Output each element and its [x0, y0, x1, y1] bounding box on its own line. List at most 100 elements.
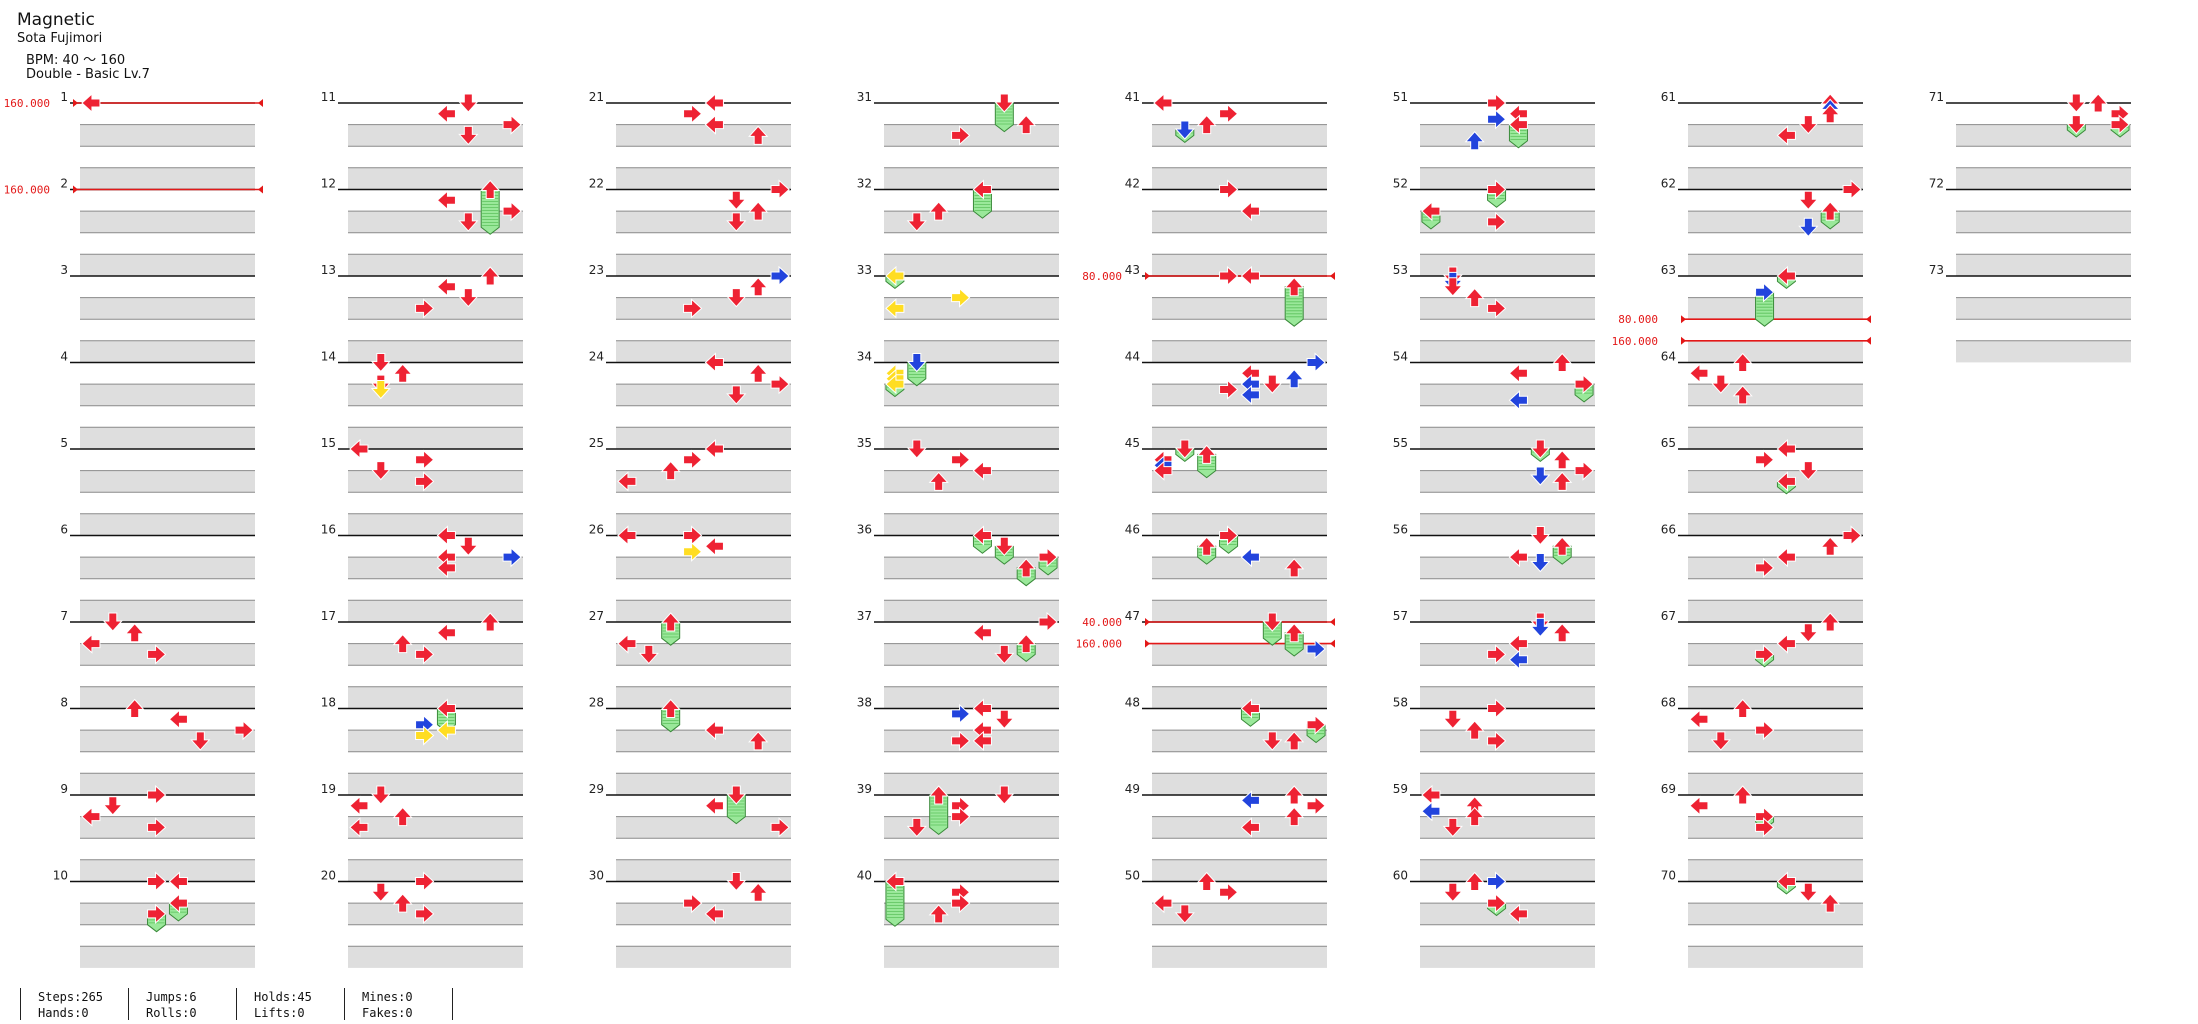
- stat-holds-lifts: Holds:45 Lifts:0: [254, 989, 312, 1021]
- beat-band: [1420, 643, 1595, 666]
- red-arrow-note: [972, 622, 992, 643]
- red-arrow-note: [1038, 611, 1058, 633]
- beat-band: [884, 513, 1059, 536]
- blue-arrow-note: [906, 353, 927, 373]
- beat-band: [80, 859, 255, 882]
- red-arrow-note: [928, 904, 949, 924]
- measure-number: 8: [60, 696, 68, 710]
- beat-band: [1956, 124, 2131, 147]
- red-arrow-note: [704, 536, 724, 557]
- red-arrow-note: [436, 698, 456, 719]
- red-arrow-note: [1689, 709, 1709, 730]
- measure-number: 36: [857, 523, 872, 537]
- red-arrow-note: [1820, 201, 1841, 221]
- beat-band: [348, 730, 523, 752]
- beat-band: [616, 816, 791, 839]
- red-arrow-note: [994, 644, 1015, 665]
- blue-arrow-note: [1530, 466, 1551, 486]
- red-arrow-note: [2066, 93, 2087, 113]
- beat-band: [1420, 384, 1595, 406]
- measure-number: 10: [53, 869, 68, 883]
- red-arrow-note: [1820, 612, 1841, 632]
- beat-band: [1152, 903, 1327, 925]
- red-arrow-note: [1798, 190, 1819, 211]
- beat-band: [1688, 643, 1863, 666]
- beat-band: [884, 946, 1059, 968]
- measure-number: 59: [1393, 782, 1408, 796]
- red-arrow-note: [1464, 720, 1485, 740]
- measure-number: 16: [321, 523, 336, 537]
- beat-band: [80, 340, 255, 363]
- red-arrow-note: [436, 525, 456, 546]
- red-arrow-note: [951, 125, 971, 146]
- beat-band: [1420, 557, 1595, 579]
- beat-band: [1152, 730, 1327, 752]
- beat-band: [1420, 773, 1595, 795]
- beat-band: [884, 903, 1059, 925]
- bpm-change-marker: [73, 185, 78, 194]
- beat-band: [1152, 816, 1327, 839]
- red-arrow-note: [415, 903, 435, 925]
- measure-number: 70: [1661, 869, 1676, 883]
- measure-number: 12: [321, 177, 336, 191]
- beat-band: [1688, 513, 1863, 536]
- beat-band: [80, 427, 255, 449]
- song-artist: Sota Fujimori: [17, 31, 103, 46]
- bpm-change-marker: [1681, 336, 1686, 345]
- beat-band: [884, 254, 1059, 276]
- beat-band: [348, 513, 523, 536]
- beat-band: [1152, 124, 1327, 147]
- red-arrow-note: [392, 363, 413, 383]
- beat-band: [80, 730, 255, 752]
- red-arrow-note: [168, 892, 188, 914]
- beat-band: [348, 557, 523, 579]
- blue-arrow-note: [1508, 390, 1528, 411]
- beat-band: [884, 643, 1059, 666]
- red-arrow-note: [994, 709, 1015, 730]
- red-arrow-note: [1219, 265, 1239, 287]
- beat-band: [1688, 557, 1863, 579]
- red-arrow-note: [726, 190, 747, 211]
- bpm-change-marker: [1330, 272, 1335, 280]
- red-arrow-note: [1240, 200, 1260, 222]
- red-arrow-note: [1798, 882, 1819, 903]
- beat-band: [884, 470, 1059, 493]
- beat-band: [884, 384, 1059, 406]
- bpm-change-marker: [1330, 639, 1335, 648]
- red-arrow-note: [1574, 373, 1594, 395]
- beat-band: [1152, 384, 1327, 406]
- red-arrow-note: [458, 125, 479, 146]
- beat-band: [348, 859, 523, 882]
- red-arrow-note: [480, 612, 501, 632]
- red-arrow-note: [392, 806, 413, 827]
- yellow-arrow-note: [683, 541, 703, 562]
- measure-number: 29: [589, 782, 604, 796]
- red-arrow-note: [1421, 200, 1441, 222]
- red-arrow-note: [1016, 114, 1037, 135]
- beat-band: [1688, 686, 1863, 709]
- red-arrow-note: [1776, 471, 1796, 492]
- beat-band: [348, 384, 523, 406]
- bpm-change-marker: [1866, 315, 1871, 324]
- bpm-change-label: 160.000: [1612, 335, 1658, 348]
- measure-number: 71: [1929, 90, 1944, 104]
- blue-arrow-note: [1508, 649, 1528, 670]
- beat-band: [616, 730, 791, 752]
- beat-band: [348, 427, 523, 449]
- red-arrow-note: [1798, 461, 1819, 481]
- red-arrow-note: [1732, 698, 1753, 718]
- bpm-change-marker: [1866, 336, 1871, 345]
- red-arrow-note: [1196, 536, 1217, 556]
- beat-band: [616, 167, 791, 190]
- red-arrow-note: [1776, 871, 1796, 892]
- beat-band: [1420, 340, 1595, 363]
- red-arrow-note: [704, 114, 724, 135]
- bpm-change-label: 80.000: [1082, 270, 1122, 283]
- red-arrow-note: [748, 277, 769, 297]
- beat-band: [348, 254, 523, 276]
- red-arrow-note: [906, 817, 927, 838]
- measure-number: 38: [857, 696, 872, 710]
- yellow-arrow-note: [885, 373, 905, 395]
- beat-band: [80, 167, 255, 190]
- red-arrow-note: [704, 795, 724, 816]
